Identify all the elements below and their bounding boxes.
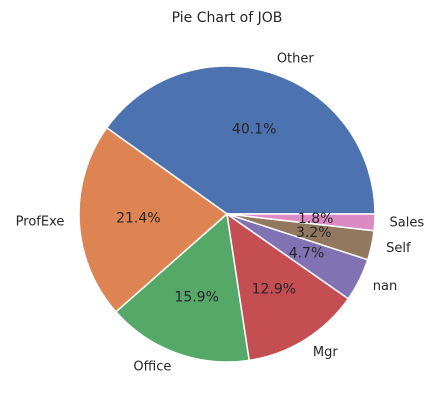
pie-slice-sales <box>226 213 376 232</box>
chart-title: Pie Chart of JOB <box>172 10 283 26</box>
pie-slice-mgr <box>225 212 350 362</box>
percent-label: 15.9% <box>174 289 218 305</box>
pie-slice-other <box>105 65 376 215</box>
pie-slice-office <box>114 212 251 363</box>
percent-label: 40.1% <box>232 121 276 137</box>
category-label: Other <box>277 52 315 67</box>
percent-label: 12.9% <box>252 281 296 297</box>
category-label: Self <box>386 241 411 256</box>
percent-label: 3.2% <box>296 225 332 241</box>
pie-slices <box>78 65 376 363</box>
pie-slice-profexe <box>78 126 229 313</box>
pie-labels: Other 40.1% ProfExe 21.4% Office 15.9% Mgr 12.9… <box>16 52 425 375</box>
category-label: Office <box>133 360 171 375</box>
category-label: nan <box>373 279 397 294</box>
percent-label: 1.8% <box>298 211 334 227</box>
category-label: Mgr <box>313 345 338 360</box>
category-label: Sales <box>390 216 425 231</box>
category-label: ProfExe <box>16 215 65 230</box>
percent-label: 4.7% <box>289 246 325 262</box>
percent-label: 21.4% <box>116 210 160 226</box>
